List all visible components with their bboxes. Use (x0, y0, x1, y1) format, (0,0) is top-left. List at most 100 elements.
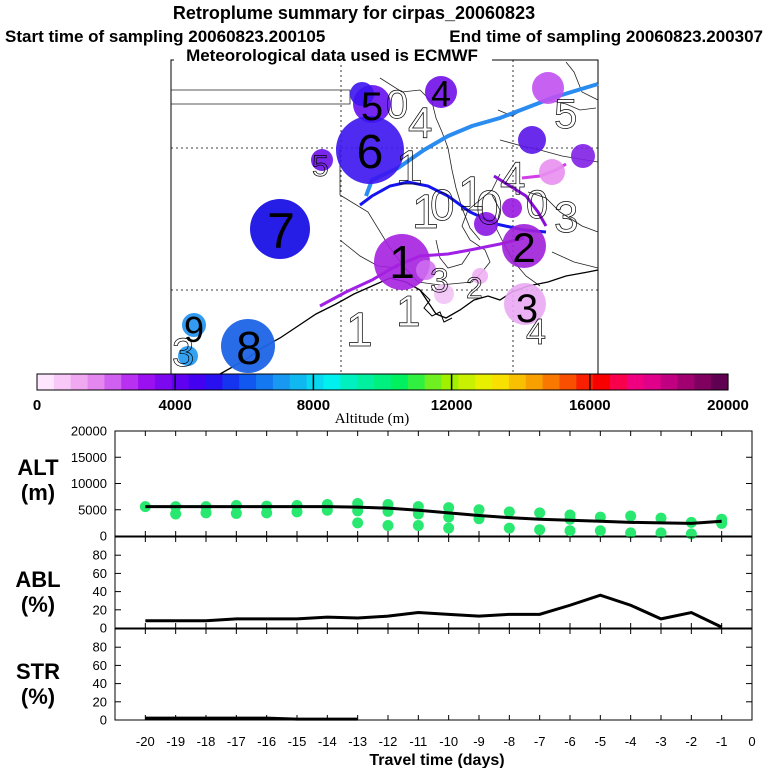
colorbar-cell (374, 374, 392, 390)
y-tick-label: 80 (93, 548, 107, 563)
colorbar-tick-label: 20000 (707, 397, 749, 414)
cluster-label-4: 4 (431, 73, 451, 114)
colorbar-cell (104, 374, 122, 390)
panel-frame (114, 628, 753, 721)
y-tick-label: 20 (93, 602, 107, 617)
x-tick-label: -20 (136, 734, 155, 749)
colorbar-cell (154, 374, 173, 390)
colorbar-cell (643, 374, 662, 390)
altitude-point (625, 527, 637, 539)
x-tick-label: -7 (534, 734, 546, 749)
panel-abl: 0 20 40 60 80 ABL (%) (15, 536, 753, 636)
x-tick-label: -3 (655, 734, 667, 749)
y-tick-label: 20 (93, 694, 107, 709)
colorbar-cell (525, 374, 544, 390)
decorative-numerals: 4 1 1 0 1 0 4 0 3 5 1 1 4 3 2 5 0 3 (172, 83, 579, 376)
x-tick-label: -10 (439, 734, 458, 749)
x-tick-label: -9 (473, 734, 485, 749)
x-tick-label: -11 (409, 734, 427, 749)
colorbar-cell (138, 374, 156, 390)
colorbar-cell (492, 374, 510, 390)
altitude-point (382, 520, 394, 531)
y-tick-label: 80 (93, 640, 107, 655)
altitude-colorbar: 0 4000 8000 12000 16000 20000 Altitude (m) (33, 373, 749, 427)
colorbar-cell (70, 374, 89, 390)
colorbar-title: Altitude (m) (335, 411, 410, 427)
y-tick-label: 0 (100, 713, 107, 728)
colorbar-cell (306, 374, 325, 390)
colorbar-tick-label: 12000 (431, 397, 473, 414)
panel-y-label-line: STR (16, 659, 60, 684)
colorbar-cell (239, 374, 257, 390)
svg-text:0: 0 (430, 181, 454, 230)
colorbar-cell (593, 374, 611, 390)
colorbar-cell (660, 374, 679, 390)
colorbar-cell (441, 374, 459, 390)
colorbar-cell (289, 374, 308, 390)
colorbar-tick-label: 0 (33, 397, 41, 414)
travel-time-axis: -20 -19 -18 -17 -16 -15 -14 -13 -12 -11 -10 -9 -8 -7-… (136, 734, 756, 749)
colorbar-cells (37, 374, 729, 390)
plume-spheres (178, 72, 595, 373)
x-tick-label: -19 (166, 734, 185, 749)
colorbar-cell (626, 374, 645, 390)
colorbar-cell (559, 374, 577, 390)
panel-y-label: ALT (m) (17, 455, 59, 505)
y-tick-label: 40 (93, 584, 107, 599)
colorbar-cell (508, 374, 527, 390)
panel-y-label-line: (%) (21, 592, 55, 617)
svg-text:1: 1 (396, 142, 423, 195)
x-tick-label: -1 (716, 734, 728, 749)
y-tick-label: 0 (100, 621, 107, 636)
altitude-point (625, 510, 637, 522)
y-tick-label: 40 (93, 676, 107, 691)
end-time-label: End time of sampling 20060823.200307 (449, 27, 763, 46)
y-tick-label: 60 (93, 658, 107, 673)
colorbar-cell (87, 374, 106, 390)
x-tick-label: -16 (257, 734, 276, 749)
retroplume-map: 4 1 1 0 1 0 4 0 3 5 1 1 4 3 2 5 0 3 1 2 … (170, 59, 599, 376)
panel-y-label-line: (m) (21, 480, 55, 505)
panel-frame (114, 536, 753, 629)
colorbar-tick-labels: 0 4000 8000 12000 16000 20000 (33, 374, 749, 414)
series-line-str (145, 716, 358, 721)
altitude-point (534, 524, 546, 536)
colorbar-cell (256, 374, 274, 390)
y-tick-label: 20000 (71, 424, 107, 439)
cluster-label-7: 7 (267, 203, 295, 259)
cluster-label-2: 2 (512, 224, 535, 271)
panel-y-label-line: ABL (15, 567, 60, 592)
x-tick-label: -18 (197, 734, 216, 749)
svg-text:4: 4 (408, 99, 432, 148)
svg-text:0: 0 (386, 83, 408, 127)
svg-text:3: 3 (430, 262, 449, 300)
x-tick-label: -15 (288, 734, 307, 749)
cluster-label-5: 5 (361, 85, 383, 129)
panel-y-label: STR (%) (16, 659, 60, 709)
colorbar-cell (340, 374, 358, 390)
panel-str: 0 20 40 60 80 STR (%) (16, 628, 753, 728)
colorbar-tick-label: 8000 (297, 397, 330, 414)
svg-text:4: 4 (500, 152, 526, 204)
svg-text:3: 3 (554, 193, 578, 242)
colorbar-cell (458, 374, 476, 390)
altitude-point (503, 506, 515, 518)
x-tick-label: -12 (379, 734, 398, 749)
altitude-point (503, 522, 515, 534)
panel-y-label-line: (%) (21, 684, 55, 709)
svg-text:3: 3 (172, 331, 194, 375)
altitude-point (261, 507, 273, 519)
cluster-labels: 1 2 3 4 5 6 7 8 9 (184, 73, 538, 374)
altitude-point (564, 525, 576, 537)
colorbar-cell (272, 374, 291, 390)
met-label-backdrop (174, 46, 492, 62)
altitude-point (443, 522, 455, 534)
altitude-point (352, 517, 364, 529)
colorbar-cell (542, 374, 561, 390)
y-tick-label: 15000 (71, 450, 107, 465)
altitude-point (230, 507, 242, 519)
colorbar-cell (424, 374, 443, 390)
mississippi-delta (419, 289, 453, 323)
x-tick-label: -14 (318, 734, 337, 749)
